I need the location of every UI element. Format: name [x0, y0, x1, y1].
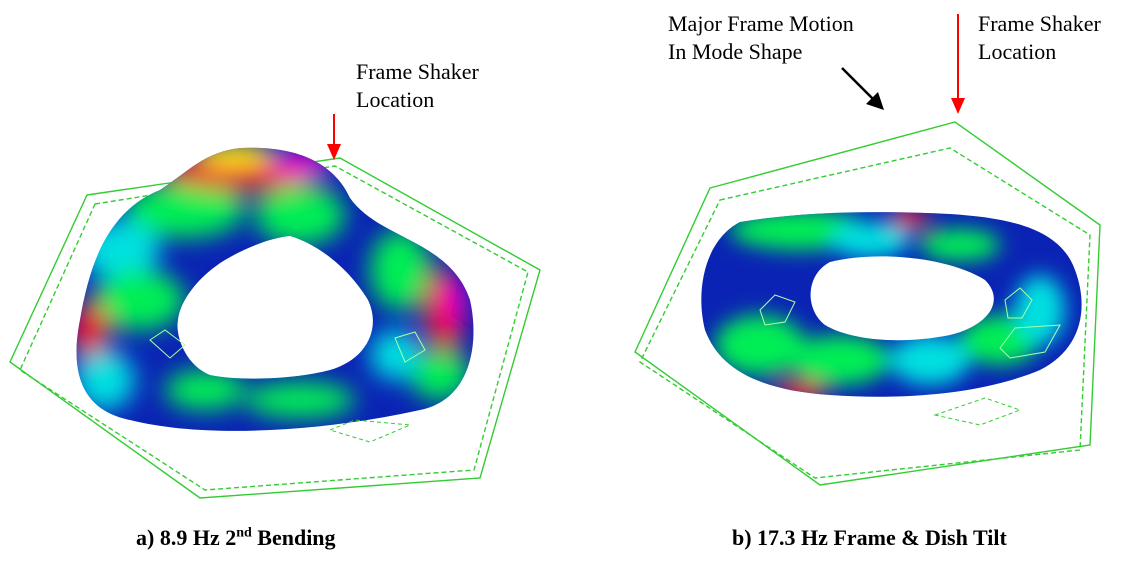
panel-a-shaker-label-line1: Frame Shaker: [356, 59, 479, 84]
panel-b-mode-shape: [701, 212, 1082, 397]
panel-a-inner-markers: [149, 329, 426, 443]
panel-a-mode-shape: [76, 147, 474, 431]
panel-b-motion-label-line1: Major Frame Motion: [668, 11, 854, 36]
panel-b-inner-markers: [759, 287, 1061, 426]
panel-b-shaker-label: Frame Shaker Location: [978, 10, 1101, 66]
panel-a-shaker-label-line2: Location: [356, 87, 435, 112]
panel-a-caption: a) 8.9 Hz 2nd Bending: [136, 525, 336, 551]
panel-a-mode-hole: [177, 236, 373, 379]
panel-a-shaker-arrow: [327, 114, 341, 160]
panel-b-shaker-arrow: [951, 14, 965, 114]
panel-b-motion-arrow: [841, 67, 884, 110]
panel-b-shaker-label-line1: Frame Shaker: [978, 11, 1101, 36]
panel-b-motion-label: Major Frame Motion In Mode Shape: [668, 10, 854, 66]
panel-b-mode-hole: [810, 256, 994, 341]
panel-b-caption: b) 17.3 Hz Frame & Dish Tilt: [732, 525, 1007, 550]
panel-a-shaker-label: Frame Shaker Location: [356, 58, 479, 114]
panel-b-shaker-label-line2: Location: [978, 39, 1057, 64]
panel-b-frame-outline: [634, 121, 1101, 486]
panel-b-motion-label-line2: In Mode Shape: [668, 39, 803, 64]
panel-a-caption-prefix: a) 8.9 Hz 2: [136, 525, 237, 550]
panel-a-caption-suffix: Bending: [251, 525, 336, 550]
panel-a-frame-outline: [9, 157, 541, 499]
panel-a-caption-sup: nd: [236, 525, 252, 541]
